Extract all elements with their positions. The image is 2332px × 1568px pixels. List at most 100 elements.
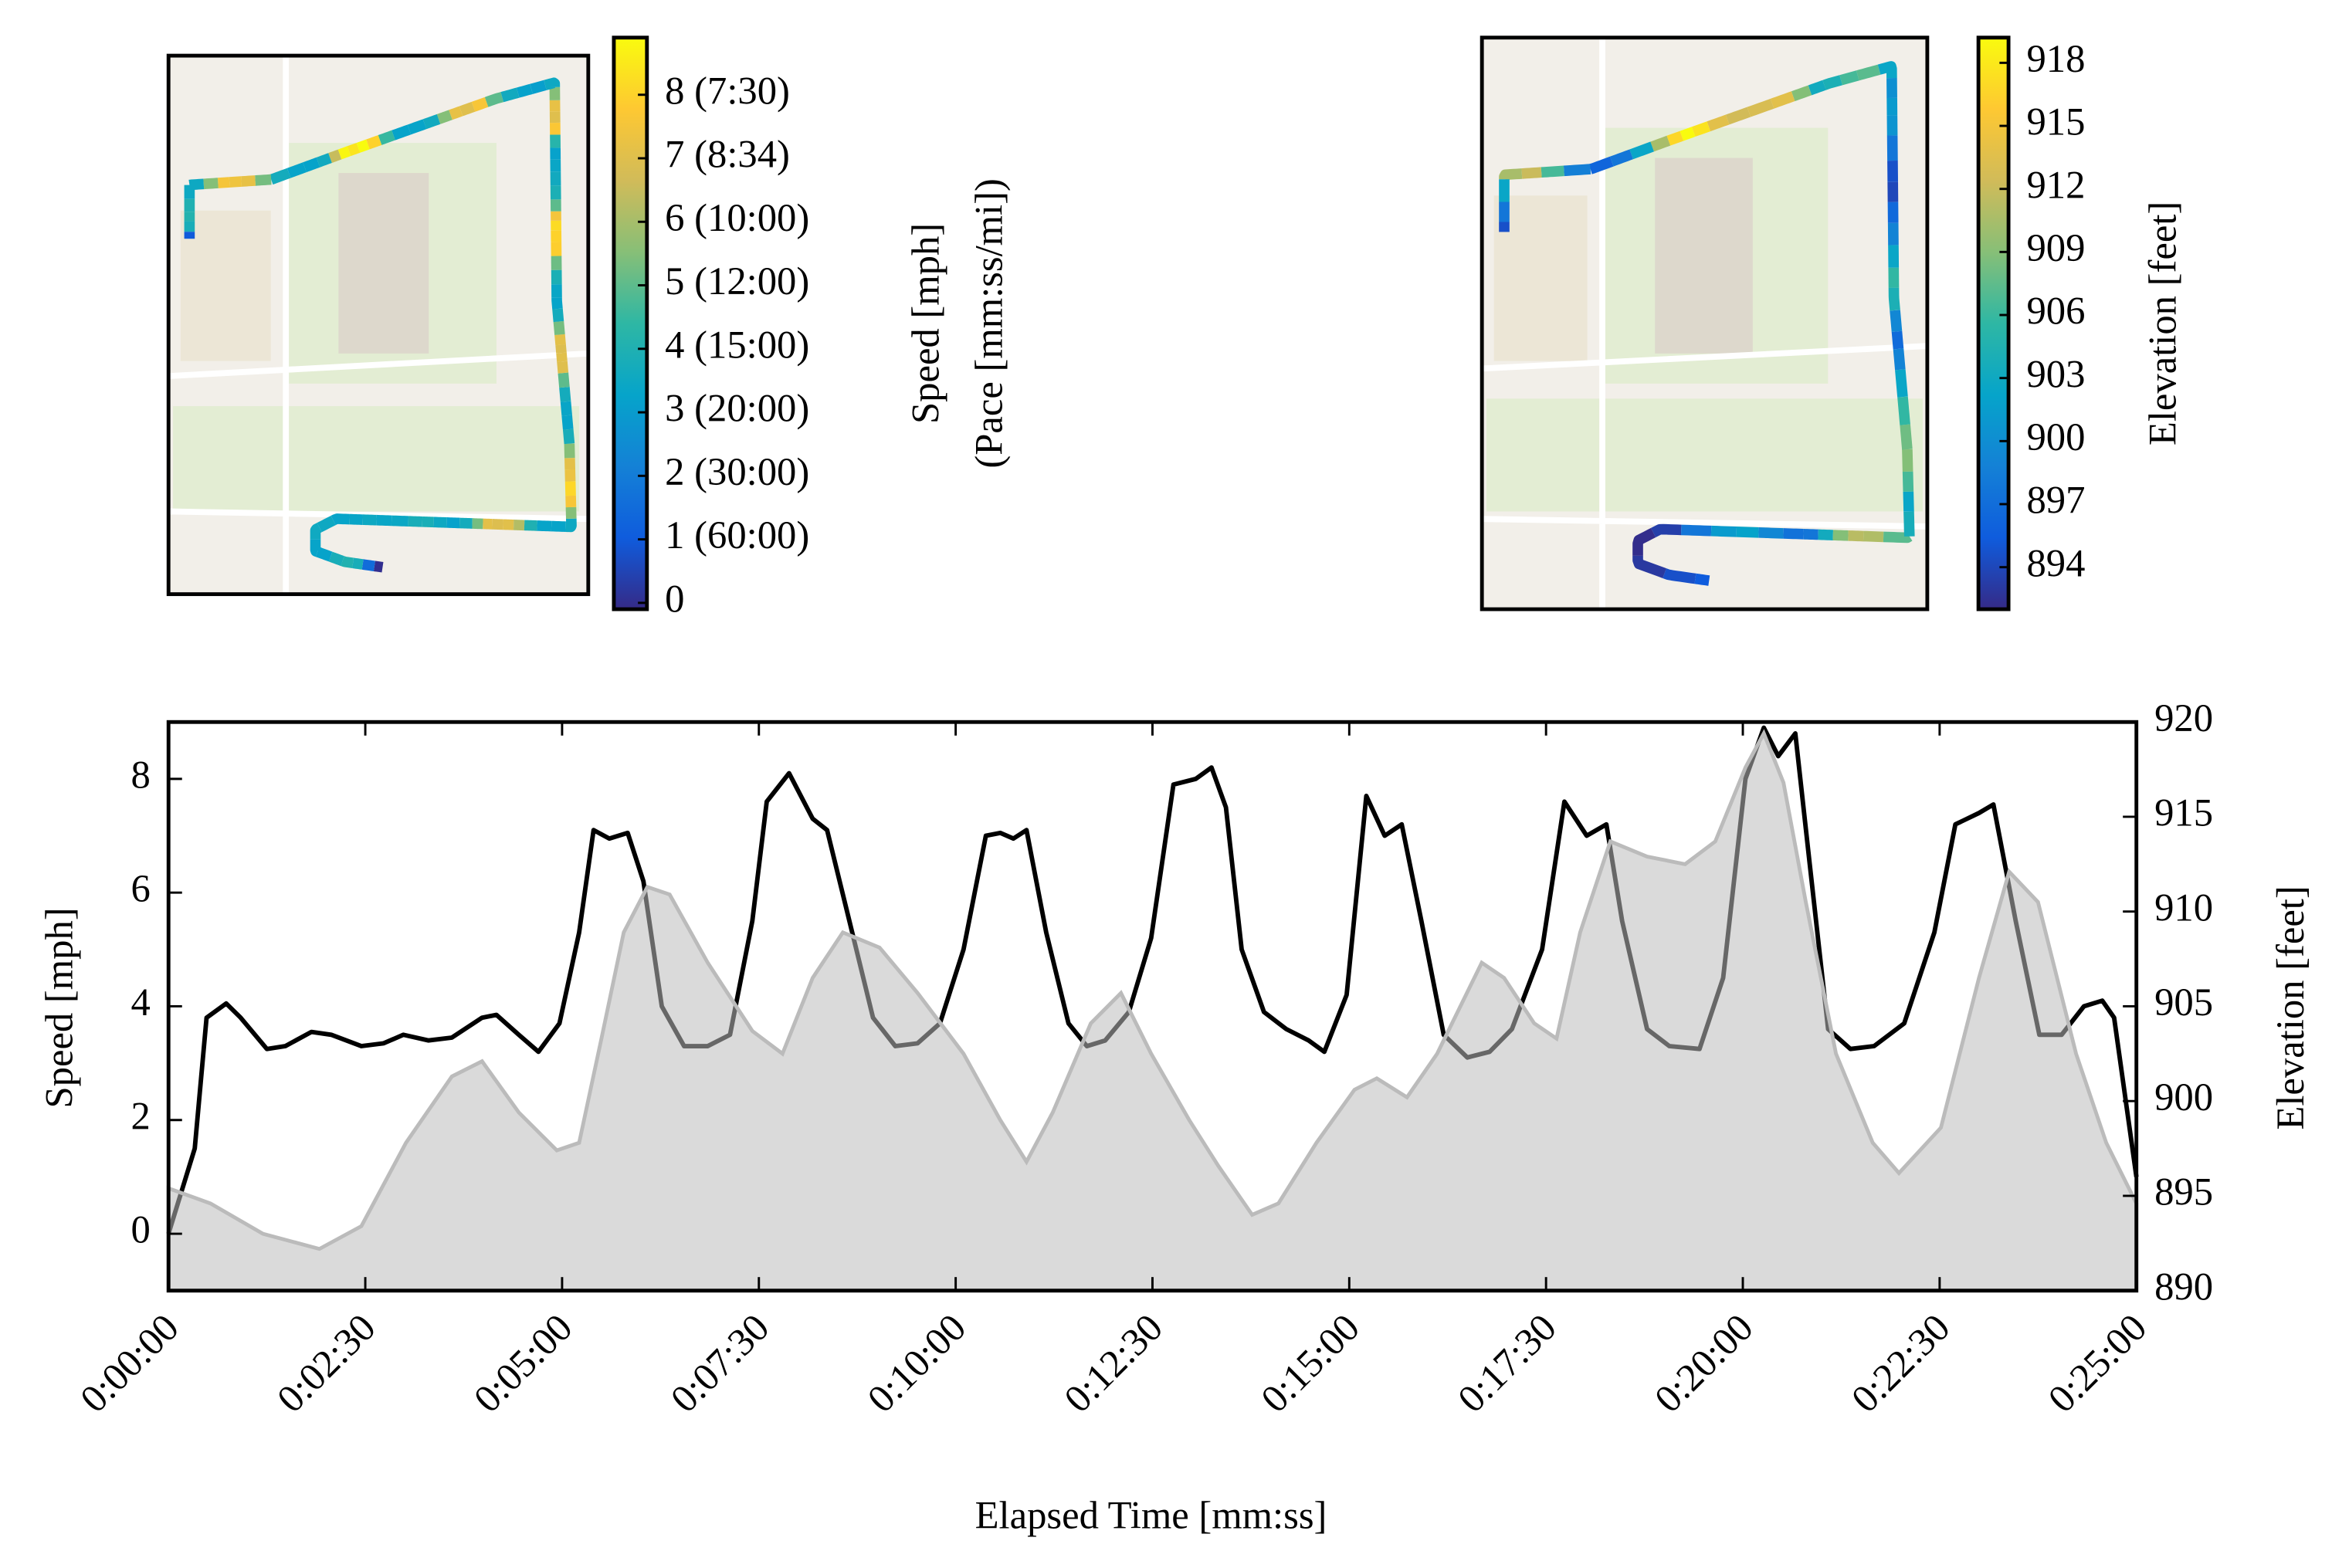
route-segment — [560, 398, 572, 419]
route-segment — [1881, 531, 1913, 544]
main-axes: 0:00:00 0:02:30 0:05:00 0:07:30 0:10:00 0:12:… — [72, 696, 2213, 1421]
route-segment — [338, 556, 358, 569]
route-segment — [421, 113, 442, 130]
x-tick-label: 0:10:00 — [859, 1306, 974, 1421]
route-segment — [1746, 98, 1775, 117]
colorbar-tick-label: 903 — [2026, 352, 2085, 395]
colorbar-tick-label: 4 (15:00) — [665, 323, 809, 366]
route-segment — [327, 551, 347, 567]
colorbar-tick-label: 8 (7:30) — [665, 69, 790, 112]
route-segment — [1893, 346, 1906, 373]
colorbar — [1976, 36, 2011, 611]
route-segment — [1632, 527, 1656, 557]
route-segment — [354, 139, 372, 153]
route-segment — [541, 77, 561, 91]
route-segment — [1897, 395, 1910, 427]
route-segment — [1709, 525, 1739, 537]
route-segment — [559, 384, 571, 405]
route-segment — [1649, 135, 1672, 152]
route-segment — [469, 97, 490, 112]
route-segment — [556, 348, 568, 366]
route-segment — [1651, 523, 1683, 537]
route-segment — [1706, 114, 1730, 132]
route-segment — [388, 515, 412, 527]
route-segment — [1806, 80, 1828, 96]
route-segment — [314, 547, 334, 562]
route-segment — [1900, 422, 1913, 452]
route-segment — [1890, 307, 1903, 334]
y2-tick-label: 895 — [2154, 1170, 2213, 1214]
x-tick-label: 0:07:30 — [663, 1306, 778, 1421]
route-segment — [418, 516, 438, 528]
y2-tick-label: 900 — [2154, 1075, 2213, 1119]
elevation-area — [166, 729, 2139, 1293]
route-segment — [358, 559, 378, 571]
colorbar-tick-label: 1 (60:00) — [665, 513, 809, 557]
y-axis-label: Speed [mph] — [37, 907, 80, 1108]
y2-tick-label: 910 — [2154, 886, 2213, 929]
route-segment — [1561, 164, 1593, 177]
colorbar-label: Speed [mph] — [904, 223, 947, 424]
colorbar-label: (Pace [mm:ss/mi]) — [968, 178, 1011, 469]
route-segment — [314, 153, 334, 168]
route-segment — [376, 130, 398, 145]
y2-tick-label: 890 — [2154, 1265, 2213, 1308]
route-segment — [1588, 156, 1615, 174]
colorbar-tick-label: 7 (8:34) — [665, 133, 790, 176]
route-segment — [344, 143, 363, 157]
route-segment — [225, 176, 246, 188]
route-segment — [446, 106, 466, 120]
route-segment — [316, 515, 337, 533]
speed-line — [166, 725, 2139, 1234]
route-segment — [1837, 70, 1861, 86]
route-segment — [1821, 75, 1845, 90]
route-segment — [310, 536, 321, 557]
route-segment — [1632, 554, 1666, 578]
route-segment — [252, 174, 275, 186]
route-segment — [498, 87, 521, 103]
colorbar-tick-label: 918 — [2026, 37, 2085, 80]
map-frame — [166, 53, 591, 597]
route-segment — [1608, 149, 1635, 167]
route-segment — [1629, 141, 1656, 160]
route-map: 894 897 900 903 906 909 912 915 918 Elevation [fe… — [1499, 36, 2184, 611]
route-segment — [1902, 446, 1913, 475]
route-segment — [405, 516, 426, 527]
x-tick-label: 0:05:00 — [466, 1306, 581, 1421]
x-tick-label: 0:00:00 — [72, 1306, 187, 1421]
route-segment — [457, 101, 477, 117]
route-segment — [268, 168, 293, 185]
route-segment — [1780, 528, 1807, 540]
route-segment — [520, 520, 541, 531]
colorbar-tick-label: 906 — [2026, 290, 2085, 333]
x-axis-label: Elapsed Time [mm:ss] — [975, 1493, 1327, 1536]
route-map: 0 1 (60:00) 2 (30:00) 3 (20:00) 4 (15:00) 5 (… — [184, 36, 1011, 620]
route-segment — [1845, 530, 1867, 542]
route-segment — [214, 177, 234, 188]
y2-tick-label: 920 — [2154, 696, 2213, 740]
route-segment — [1790, 85, 1814, 102]
route-segment — [1876, 61, 1897, 80]
route-segment — [527, 80, 549, 94]
y-tick-label: 4 — [131, 980, 151, 1024]
route-segment — [370, 560, 387, 573]
route-segment — [1895, 367, 1908, 399]
route-segment — [558, 369, 570, 391]
y2-axis-label: Elevation [feet] — [2269, 886, 2312, 1129]
route-segment — [554, 330, 566, 349]
map-frame — [1480, 36, 1930, 611]
route-segment — [1691, 573, 1713, 586]
route-segment — [1855, 64, 1882, 81]
colorbar-tick-label: 6 (10:00) — [665, 196, 809, 239]
x-tick-label: 0:12:30 — [1056, 1306, 1171, 1421]
route-segment — [562, 515, 577, 533]
route-segment — [1829, 530, 1852, 541]
colorbar-tick-label: 0 — [665, 577, 684, 620]
route-segment — [1665, 130, 1686, 146]
colorbar-label: Elevation [feet] — [2140, 202, 2184, 445]
route-segment — [330, 513, 353, 526]
route-segment — [1499, 168, 1525, 182]
colorbar-tick-label: 2 (30:00) — [665, 450, 809, 493]
